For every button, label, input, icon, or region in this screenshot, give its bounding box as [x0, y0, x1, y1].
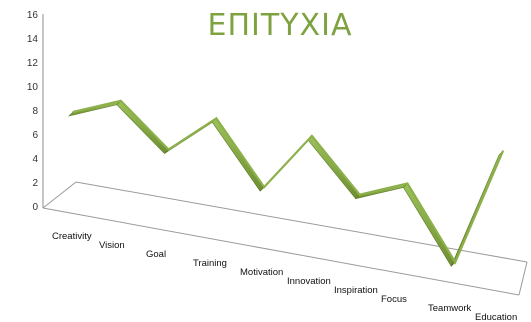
x-category-label: Teamwork	[428, 303, 472, 314]
data-point	[311, 135, 313, 137]
y-axis-ticks: 0 2 4 6 8 10 12 14 16	[27, 10, 39, 213]
floor-left-edge	[42, 181, 77, 209]
data-point	[263, 186, 265, 188]
data-point	[358, 193, 361, 196]
y-tick-label: 0	[32, 202, 38, 213]
x-category-label: Training	[193, 258, 227, 269]
x-axis-labels: Creativity Vision Goal Training Motivation In…	[52, 231, 517, 322]
x-category-label: Focus	[381, 294, 407, 305]
x-category-label: Creativity	[52, 231, 92, 242]
x-category-label: Inspiration	[334, 285, 378, 296]
floor-back-edge	[75, 181, 528, 263]
data-point	[119, 99, 122, 102]
x-category-label: Education	[475, 312, 517, 322]
x-category-label: Innovation	[287, 276, 331, 287]
data-point	[502, 150, 504, 152]
y-tick-label: 2	[32, 178, 38, 189]
y-tick-label: 4	[32, 154, 38, 165]
y-tick-label: 6	[32, 130, 38, 141]
series-ribbon-segment	[211, 117, 265, 192]
chart-title: ΕΠΙΤΥΧΙΑ	[208, 8, 353, 43]
y-tick-label: 14	[27, 34, 39, 45]
data-point	[406, 182, 409, 185]
y-tick-label: 8	[32, 106, 38, 117]
series-ribbon-segment	[116, 100, 169, 154]
data-point	[215, 117, 218, 120]
floor-front-edge	[42, 207, 520, 296]
data-point	[454, 261, 457, 264]
x-category-label: Motivation	[240, 267, 283, 278]
series-ribbon-segment	[307, 135, 361, 200]
x-category-label: Vision	[99, 240, 125, 251]
chart-floor	[42, 14, 528, 296]
data-point	[72, 111, 74, 113]
y-tick-label: 10	[27, 82, 39, 93]
series-top-line	[72, 99, 505, 265]
series-line	[68, 99, 505, 267]
series-ribbon-segment	[403, 182, 456, 267]
data-point	[167, 148, 170, 151]
floor-right-edge	[518, 261, 528, 296]
y-tick-label: 12	[27, 58, 39, 69]
x-category-label: Goal	[146, 249, 166, 260]
y-tick-label: 16	[27, 10, 39, 21]
